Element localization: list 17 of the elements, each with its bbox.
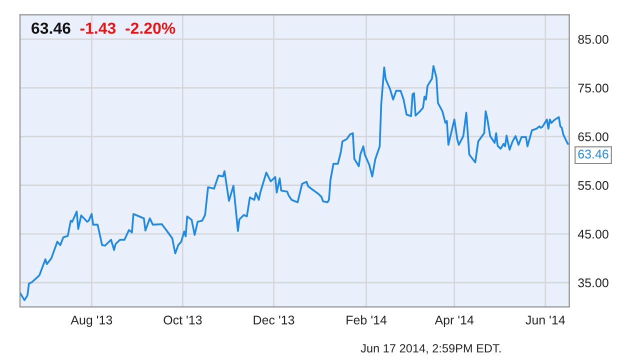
annotation: 63.46 — [578, 150, 608, 159]
x-tick-label: Aug '13 — [70, 316, 112, 327]
x-tick-label: Apr '14 — [434, 316, 474, 327]
chart-subtitle: -1.43 -2.20% — [80, 22, 176, 34]
y-tick-label: 75.00 — [578, 84, 608, 93]
x-tick-label: Jun '14 — [526, 316, 565, 324]
y-tick-label: 45.00 — [578, 230, 608, 239]
y-tick-label: 65.00 — [578, 132, 608, 142]
y-tick-label: 55.00 — [578, 181, 608, 190]
y-tick-label: 85.00 — [578, 34, 608, 44]
x-tick-label: Oct '13 — [164, 316, 202, 324]
x-tick-label: Feb '14 — [346, 315, 387, 324]
y-tick-label: 35.00 — [578, 278, 608, 288]
chart-title: 63.46 — [32, 22, 70, 34]
text: Jun 17 2014, 2:59PM EDT. — [360, 344, 501, 354]
x-tick-label: Dec '13 — [254, 316, 294, 324]
line-series — [20, 65, 570, 302]
